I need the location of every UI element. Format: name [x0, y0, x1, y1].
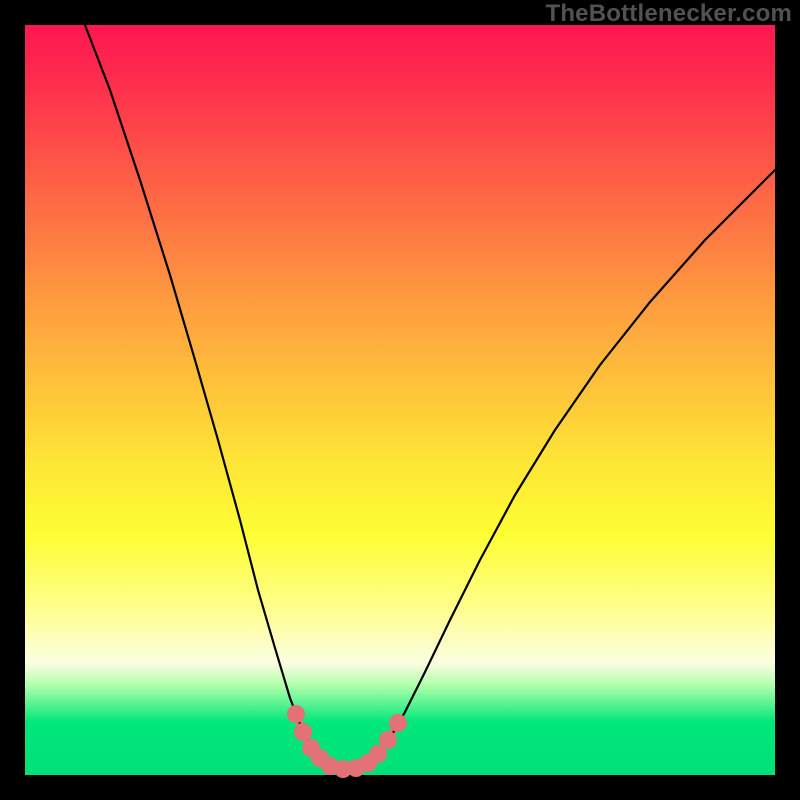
plot-background	[25, 25, 775, 775]
chart-svg	[0, 0, 800, 800]
marker-point	[379, 731, 397, 749]
watermark-text: TheBottlenecker.com	[545, 0, 792, 28]
marker-point	[294, 723, 312, 741]
chart-canvas: TheBottlenecker.com	[0, 0, 800, 800]
marker-point	[389, 714, 407, 732]
marker-point	[287, 705, 305, 723]
